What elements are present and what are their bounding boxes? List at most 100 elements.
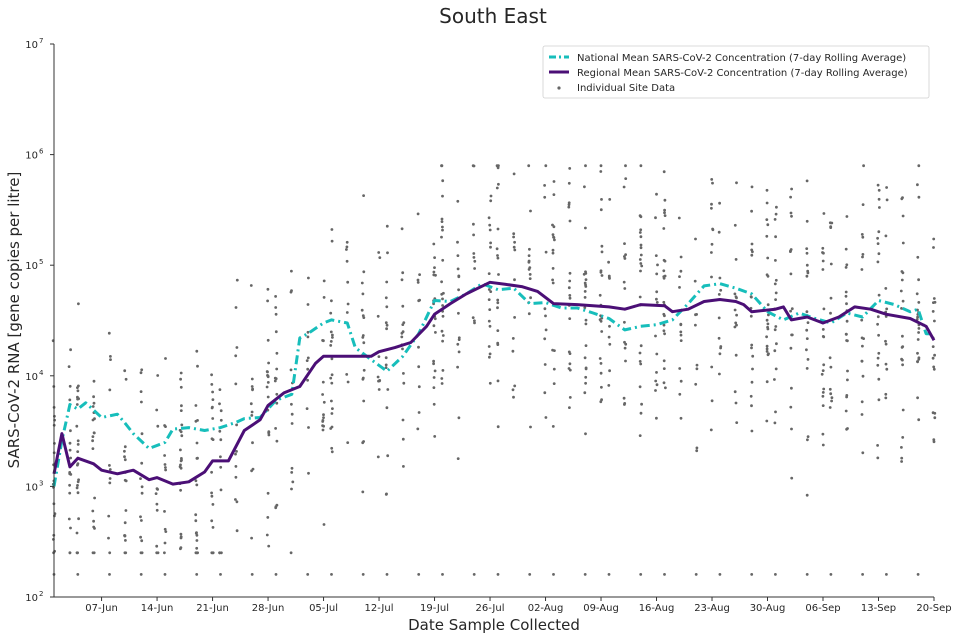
site-point — [584, 432, 587, 436]
site-point — [275, 351, 279, 355]
site-point — [717, 293, 721, 296]
site-point — [76, 443, 80, 446]
site-point — [496, 166, 500, 170]
site-point — [513, 316, 516, 319]
site-point — [846, 378, 849, 382]
site-point — [267, 544, 271, 548]
site-point — [417, 345, 420, 349]
site-point — [805, 274, 809, 278]
site-point — [527, 164, 531, 168]
site-point — [107, 331, 111, 335]
site-point — [709, 428, 713, 432]
site-point — [805, 573, 809, 576]
site-point — [211, 398, 215, 401]
site-point — [568, 167, 572, 170]
site-point — [662, 269, 666, 273]
site-point — [600, 330, 604, 333]
site-point — [600, 274, 604, 277]
site-point — [900, 460, 903, 463]
site-point — [210, 494, 214, 498]
site-point — [917, 164, 921, 168]
site-point — [829, 262, 833, 266]
site-point — [750, 346, 753, 350]
site-point — [92, 401, 96, 405]
site-point — [551, 348, 554, 352]
site-point — [765, 318, 769, 322]
site-point — [582, 272, 586, 276]
site-point — [211, 417, 215, 420]
site-point — [513, 384, 517, 388]
site-point — [345, 259, 349, 263]
site-point — [92, 395, 95, 399]
site-point — [76, 463, 79, 467]
site-point — [361, 490, 365, 494]
site-point — [179, 385, 183, 389]
y-tick-label: 10 — [25, 151, 38, 162]
site-point — [416, 278, 420, 282]
site-point — [306, 330, 310, 334]
site-point — [488, 228, 492, 232]
site-point — [322, 279, 326, 283]
site-point — [163, 551, 166, 555]
site-point — [330, 381, 334, 385]
site-point — [567, 350, 571, 354]
site-point — [901, 436, 905, 439]
site-point — [860, 400, 864, 404]
site-point — [274, 427, 277, 430]
site-point — [69, 456, 72, 460]
site-point — [663, 314, 666, 318]
site-point — [275, 503, 279, 507]
site-point — [693, 279, 697, 283]
site-point — [773, 282, 777, 286]
site-point — [583, 573, 587, 576]
y-tick-label-exp: 4 — [39, 369, 44, 377]
site-point — [655, 290, 659, 294]
legend-label-sites: Individual Site Data — [577, 83, 675, 94]
site-point — [512, 245, 516, 249]
site-point — [180, 404, 183, 408]
site-point — [774, 278, 778, 282]
site-point — [639, 269, 642, 273]
x-tick-label: 20-Sep — [916, 603, 951, 614]
site-point — [457, 338, 461, 341]
site-point — [234, 354, 238, 358]
site-point — [765, 419, 769, 423]
site-point — [321, 428, 325, 432]
site-point — [822, 387, 826, 391]
site-point — [68, 441, 72, 445]
site-point — [790, 307, 794, 311]
site-point — [662, 258, 666, 262]
site-point — [417, 573, 421, 576]
site-point — [806, 269, 810, 273]
site-point — [330, 412, 334, 415]
site-point — [567, 181, 571, 185]
site-point — [884, 392, 888, 396]
site-point — [321, 393, 324, 396]
site-point — [805, 179, 809, 183]
site-point — [583, 296, 587, 299]
x-tick-label: 07-Jun — [85, 603, 118, 614]
site-point — [290, 412, 294, 416]
x-tick-label: 30-Aug — [750, 603, 786, 614]
site-point — [710, 206, 713, 210]
site-point — [178, 428, 182, 432]
site-point — [717, 336, 721, 340]
site-point — [932, 367, 936, 371]
site-point — [487, 216, 491, 220]
site-point — [662, 170, 666, 174]
site-point — [457, 275, 461, 279]
site-point — [663, 332, 666, 336]
site-point — [235, 500, 239, 504]
site-point — [487, 288, 491, 291]
site-point — [434, 273, 437, 277]
site-point — [600, 250, 604, 254]
site-point — [210, 373, 214, 377]
site-point — [385, 280, 389, 284]
site-point — [76, 551, 79, 555]
site-point — [306, 335, 310, 339]
site-point — [552, 180, 556, 183]
site-point — [386, 388, 390, 391]
site-point — [765, 188, 769, 192]
site-point — [441, 179, 445, 183]
site-point — [662, 300, 666, 304]
